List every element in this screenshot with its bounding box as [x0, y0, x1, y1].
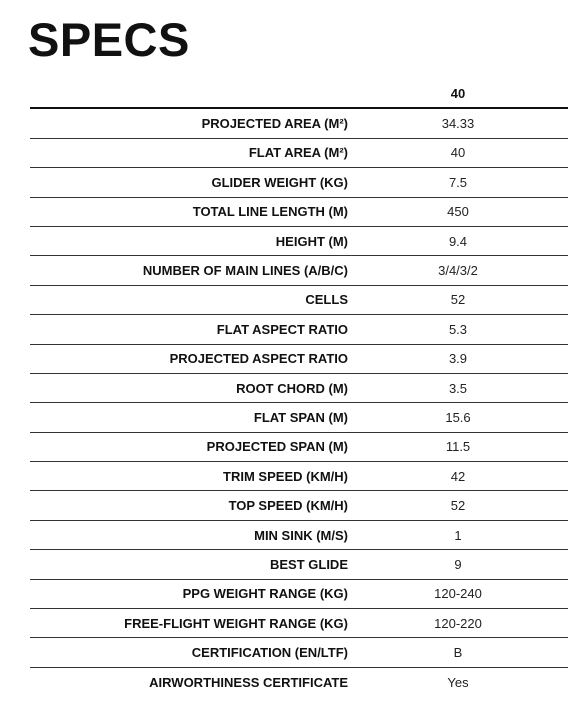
- table-body: PROJECTED AREA (M²) 34.33 FLAT AREA (M²) 40…: [30, 108, 568, 696]
- spec-row: BEST GLIDE 9: [30, 549, 568, 580]
- spec-row: CERTIFICATION (EN/LTF) B: [30, 637, 568, 668]
- spec-label: TOTAL LINE LENGTH (M): [30, 197, 348, 227]
- spec-row: PROJECTED ASPECT RATIO 3.9: [30, 344, 568, 374]
- spec-label: PROJECTED ASPECT RATIO: [30, 344, 348, 374]
- spec-row: NUMBER OF MAIN LINES (A/B/C) 3/4/3/2: [30, 255, 568, 286]
- spec-value: 9.4: [348, 226, 568, 257]
- spec-label: BEST GLIDE: [30, 549, 348, 580]
- spec-value: B: [348, 637, 568, 668]
- spec-label: AIRWORTHINESS CERTIFICATE: [149, 674, 348, 690]
- spec-value: 9: [348, 549, 568, 580]
- spec-value: 120-240: [348, 579, 568, 610]
- spec-label: HEIGHT (M): [30, 226, 348, 257]
- header-blank: [30, 79, 348, 110]
- header-row: 40: [30, 79, 568, 110]
- spec-value: 1: [348, 520, 568, 551]
- spec-row: FLAT SPAN (M) 15.6: [30, 402, 568, 433]
- spec-row: TOP SPEED (KM/H) 52: [30, 490, 568, 521]
- spec-row: FLAT AREA (M²) 40: [30, 138, 568, 169]
- spec-row: GLIDER WEIGHT (KG) 7.5: [30, 167, 568, 198]
- spec-label: TRIM SPEED (KM/H): [30, 461, 348, 492]
- spec-label: PROJECTED SPAN (M): [30, 432, 348, 463]
- spec-label: ROOT CHORD (M): [30, 373, 348, 404]
- spec-value: 450: [348, 197, 568, 227]
- spec-row: AIRWORTHINESS CERTIFICATE Yes: [30, 667, 568, 696]
- page-title: SPECS: [28, 13, 190, 66]
- spec-label: FLAT ASPECT RATIO: [30, 314, 348, 345]
- spec-label: FLAT SPAN (M): [30, 402, 348, 433]
- spec-label: FREE-FLIGHT WEIGHT RANGE (KG): [30, 608, 348, 639]
- spec-label: MIN SINK (M/S): [30, 520, 348, 551]
- spec-value: 5.3: [348, 314, 568, 345]
- spec-label: FLAT AREA (M²): [30, 138, 348, 169]
- spec-row: FLAT ASPECT RATIO 5.3: [30, 314, 568, 345]
- specs-table: 40 PROJECTED AREA (M²) 34.33 FLAT AREA (M²…: [30, 79, 568, 696]
- spec-value: 11.5: [348, 432, 568, 463]
- table-header: 40: [30, 79, 568, 110]
- spec-value: 42: [348, 461, 568, 492]
- spec-row: HEIGHT (M) 9.4: [30, 226, 568, 257]
- spec-row: ROOT CHORD (M) 3.5: [30, 373, 568, 404]
- spec-value: 34.33: [348, 108, 568, 139]
- spec-value: 7.5: [348, 167, 568, 198]
- spec-row: TRIM SPEED (KM/H) 42: [30, 461, 568, 492]
- column-header: 40: [348, 79, 568, 110]
- spec-label: PPG WEIGHT RANGE (KG): [30, 579, 348, 610]
- spec-row: FREE-FLIGHT WEIGHT RANGE (KG) 120-220: [30, 608, 568, 639]
- spec-value: 3/4/3/2: [348, 255, 568, 286]
- spec-label: TOP SPEED (KM/H): [30, 490, 348, 521]
- spec-label: NUMBER OF MAIN LINES (A/B/C): [30, 255, 348, 286]
- spec-row: PPG WEIGHT RANGE (KG) 120-240: [30, 579, 568, 610]
- spec-row: MIN SINK (M/S) 1: [30, 520, 568, 551]
- spec-row: TOTAL LINE LENGTH (M) 450: [30, 197, 568, 227]
- spec-label: PROJECTED AREA (M²): [30, 108, 348, 139]
- spec-row: PROJECTED SPAN (M) 11.5: [30, 432, 568, 463]
- spec-value: 3.9: [348, 344, 568, 374]
- spec-label: CERTIFICATION (EN/LTF): [30, 637, 348, 668]
- spec-label: GLIDER WEIGHT (KG): [30, 167, 348, 198]
- spec-value: 120-220: [348, 608, 568, 639]
- spec-label: CELLS: [30, 285, 348, 316]
- spec-row: PROJECTED AREA (M²) 34.33: [30, 108, 568, 139]
- spec-value: 15.6: [348, 402, 568, 433]
- spec-row: CELLS 52: [30, 285, 568, 316]
- spec-value: 40: [348, 138, 568, 169]
- spec-value: 3.5: [348, 373, 568, 404]
- spec-value: 52: [348, 490, 568, 521]
- spec-value: 52: [348, 285, 568, 316]
- spec-value: Yes: [447, 674, 469, 690]
